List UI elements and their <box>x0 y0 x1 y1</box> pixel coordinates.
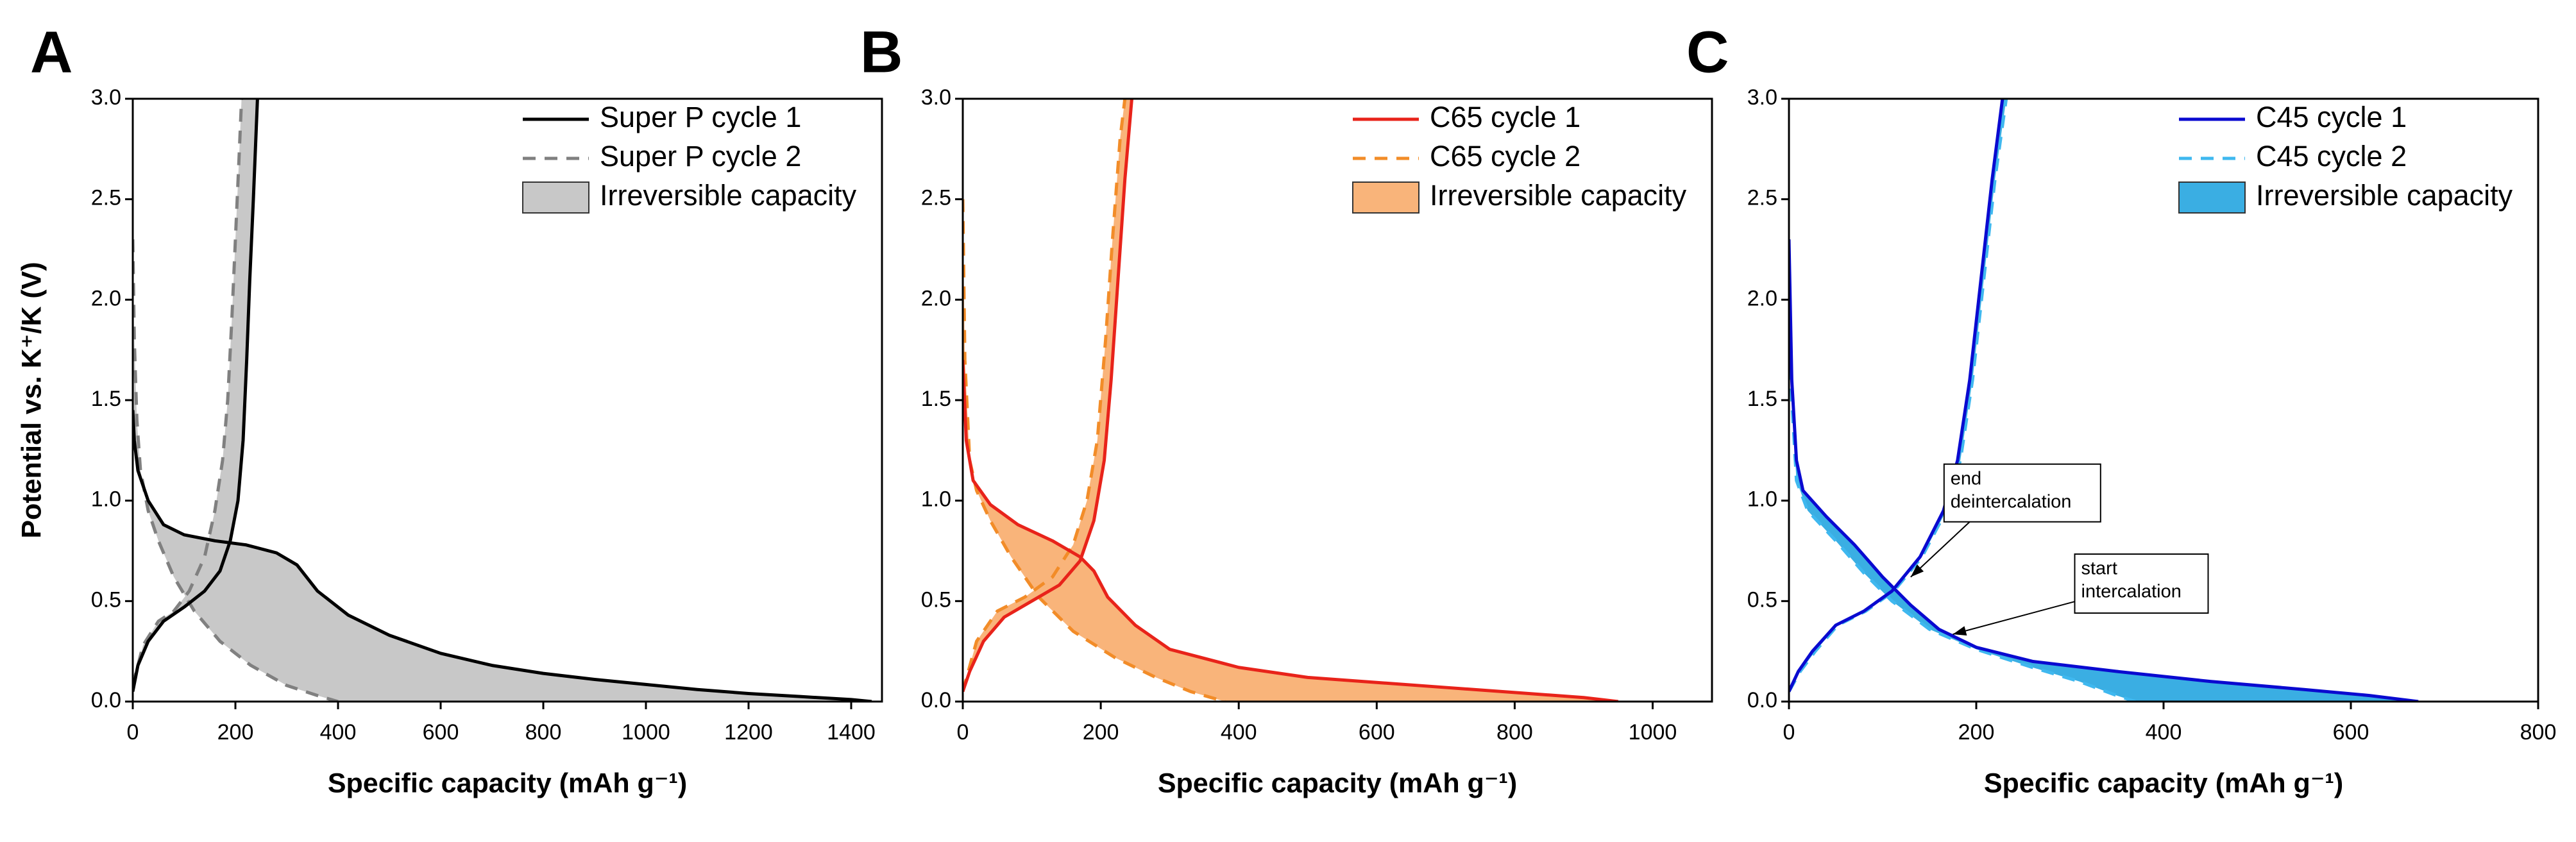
series-line <box>1789 99 2136 702</box>
series-line <box>963 99 1226 702</box>
x-tick-label: 0 <box>1783 720 1795 745</box>
x-tick-label: 1200 <box>724 720 773 745</box>
arrow-head <box>1910 564 1924 577</box>
y-tick-label: 0.0 <box>91 688 121 712</box>
x-tick-label: 400 <box>320 720 357 745</box>
series-line <box>1789 99 2419 702</box>
legend-swatch <box>522 181 589 214</box>
plot-area <box>133 99 872 702</box>
x-tick-label: 1400 <box>827 720 876 745</box>
plot-area <box>1789 99 2419 702</box>
x-axis-label: Specific capacity (mAh g⁻¹) <box>1984 768 2343 798</box>
x-axis-label: Specific capacity (mAh g⁻¹) <box>1158 768 1517 798</box>
annotation-box <box>2074 553 2209 614</box>
y-tick-label: 1.0 <box>91 487 121 512</box>
y-tick-label: 3.0 <box>91 85 121 110</box>
panel-label: B <box>860 19 902 85</box>
plot-area <box>963 99 1619 702</box>
legend-label: C45 cycle 1 <box>2256 101 2407 133</box>
series-line <box>133 99 339 702</box>
legend-label: Super P cycle 2 <box>600 140 801 173</box>
series-line <box>133 99 872 702</box>
y-tick-label: 0.5 <box>921 587 951 612</box>
x-tick-label: 800 <box>2520 720 2557 745</box>
annotation-text: end <box>1951 468 1981 489</box>
panel-label: C <box>1686 19 1729 85</box>
x-tick-label: 800 <box>525 720 562 745</box>
annotation-text: deintercalation <box>1951 491 2072 512</box>
legend-swatch <box>1352 181 1419 214</box>
annotation-text: start <box>2081 559 2117 579</box>
series-line <box>963 99 1619 702</box>
y-tick-label: 0.5 <box>91 587 121 612</box>
y-tick-label: 2.0 <box>921 286 951 310</box>
x-tick-label: 200 <box>1083 720 1119 745</box>
x-tick-label: 1000 <box>622 720 670 745</box>
y-tick-label: 2.5 <box>1747 186 1777 210</box>
x-tick-label: 0 <box>127 720 139 745</box>
y-tick-label: 1.5 <box>921 387 951 411</box>
y-tick-label: 1.0 <box>1747 487 1777 512</box>
annotation-arrow <box>1910 521 1970 578</box>
x-tick-label: 600 <box>1359 720 1395 745</box>
x-tick-label: 400 <box>1221 720 1257 745</box>
annotation-box <box>1943 463 2101 523</box>
x-tick-label: 800 <box>1496 720 1533 745</box>
legend-label: C65 cycle 2 <box>1430 140 1580 173</box>
y-tick-label: 0.0 <box>1747 688 1777 712</box>
x-tick-label: 600 <box>2333 720 2369 745</box>
y-tick-label: 0.5 <box>1747 587 1777 612</box>
y-tick-label: 1.5 <box>1747 387 1777 411</box>
arrow-head <box>1953 626 1967 636</box>
y-tick-label: 2.5 <box>91 186 121 210</box>
x-tick-label: 600 <box>423 720 459 745</box>
y-tick-label: 3.0 <box>1747 85 1777 110</box>
y-tick-label: 3.0 <box>921 85 951 110</box>
panel-label: A <box>30 19 72 85</box>
x-tick-label: 200 <box>1958 720 1995 745</box>
y-tick-label: 2.5 <box>921 186 951 210</box>
y-tick-label: 0.0 <box>921 688 951 712</box>
annotation-text: intercalation <box>2081 582 2182 602</box>
legend-label: Irreversible capacity <box>600 179 857 212</box>
annotation-arrow <box>1953 601 2075 635</box>
legend-swatch <box>2178 181 2246 214</box>
x-axis-label: Specific capacity (mAh g⁻¹) <box>328 768 687 798</box>
legend-label: Irreversible capacity <box>2256 179 2513 212</box>
x-tick-label: 400 <box>2146 720 2182 745</box>
legend-label: C45 cycle 2 <box>2256 140 2407 173</box>
y-axis-label: Potential vs. K⁺/K (V) <box>16 262 47 538</box>
x-tick-label: 1000 <box>1629 720 1677 745</box>
legend-label: Irreversible capacity <box>1430 179 1687 212</box>
y-tick-label: 1.5 <box>91 387 121 411</box>
x-tick-label: 0 <box>957 720 969 745</box>
y-tick-label: 2.0 <box>91 286 121 310</box>
y-tick-label: 2.0 <box>1747 286 1777 310</box>
legend-label: Super P cycle 1 <box>600 101 801 133</box>
legend-label: C65 cycle 1 <box>1430 101 1580 133</box>
y-tick-label: 1.0 <box>921 487 951 512</box>
x-tick-label: 200 <box>217 720 254 745</box>
